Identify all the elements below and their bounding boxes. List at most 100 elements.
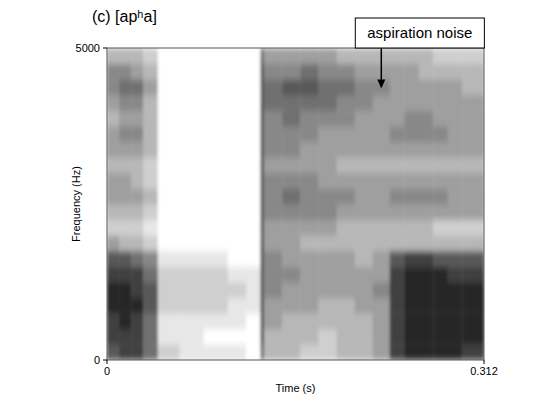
spectrogram-cell	[448, 110, 463, 126]
spectrogram-cell	[373, 282, 390, 298]
spectrogram-cell	[462, 48, 484, 64]
spectrogram-cell	[373, 173, 390, 189]
spectrogram-cell	[337, 48, 356, 64]
spectrogram-cell	[300, 110, 319, 126]
spectrogram-cell	[228, 110, 247, 126]
spectrogram-cell	[143, 157, 158, 173]
annotation-arrow	[381, 48, 383, 82]
spectrogram-cell	[107, 344, 119, 360]
spectrogram-cell	[264, 110, 283, 126]
spectrogram-cell	[264, 95, 283, 111]
spectrogram-cell	[119, 344, 131, 360]
spectrogram-cell	[355, 344, 374, 360]
spectrogram-cell	[204, 95, 229, 111]
spectrogram-cell	[107, 329, 119, 345]
spectrogram-cell	[204, 157, 229, 173]
spectrogram-cell	[433, 251, 448, 267]
spectrogram-cell	[246, 188, 261, 204]
spectrogram-cell	[158, 282, 180, 298]
spectrogram-cell	[355, 204, 374, 220]
spectrogram-cell	[204, 344, 229, 360]
spectrogram-cell	[318, 142, 337, 158]
spectrogram-cell	[180, 79, 205, 95]
spectrogram-cell	[282, 126, 301, 142]
spectrogram-cell	[419, 282, 434, 298]
spectrogram-cell	[373, 157, 390, 173]
spectrogram-cell	[390, 142, 405, 158]
spectrogram-cell	[131, 329, 143, 345]
spectrogram-cell	[282, 95, 301, 111]
spectrogram-cell	[246, 344, 261, 360]
spectrogram-cell	[318, 126, 337, 142]
spectrogram-cell	[260, 188, 264, 204]
spectrogram-cell	[433, 220, 448, 236]
spectrogram-cell	[300, 313, 319, 329]
spectrogram-cell	[337, 188, 356, 204]
spectrogram-cell	[131, 220, 143, 236]
spectrogram-cell	[300, 188, 319, 204]
spectrogram-cell	[462, 313, 484, 329]
spectrogram-cell	[282, 79, 301, 95]
spectrogram-cell	[131, 173, 143, 189]
spectrogram-cell	[404, 173, 419, 189]
spectrogram-cell	[373, 298, 390, 314]
spectrogram-cell	[143, 344, 158, 360]
spectrogram-cell	[404, 329, 419, 345]
spectrogram-cell	[282, 188, 301, 204]
spectrogram-cell	[318, 344, 337, 360]
spectrogram-cell	[228, 251, 247, 267]
spectrogram-cell	[300, 157, 319, 173]
spectrogram-cell	[107, 188, 119, 204]
spectrogram-cell	[228, 64, 247, 80]
chart: 00.31205000Time (s)Frequency (Hz)(c) [ap…	[0, 0, 539, 403]
spectrogram-cell	[180, 173, 205, 189]
spectrogram-cell	[448, 48, 463, 64]
spectrogram-cell	[246, 282, 261, 298]
spectrogram-cell	[228, 95, 247, 111]
spectrogram-cell	[246, 64, 261, 80]
spectrogram-cell	[119, 48, 131, 64]
spectrogram-cell	[180, 95, 205, 111]
spectrogram-cell	[282, 266, 301, 282]
spectrogram-cell	[260, 282, 264, 298]
spectrogram-cell	[355, 266, 374, 282]
spectrogram-cell	[246, 79, 261, 95]
spectrogram-cell	[355, 48, 374, 64]
spectrogram-cell	[158, 79, 180, 95]
spectrogram-cell	[419, 344, 434, 360]
spectrogram-cell	[390, 298, 405, 314]
spectrogram-cell	[373, 329, 390, 345]
spectrogram-cell	[264, 48, 283, 64]
spectrogram-cell	[204, 266, 229, 282]
spectrogram-cell	[204, 282, 229, 298]
spectrogram-cell	[318, 251, 337, 267]
spectrogram-cell	[107, 95, 119, 111]
spectrogram-cell	[131, 157, 143, 173]
spectrogram-cell	[318, 48, 337, 64]
spectrogram-cell	[264, 298, 283, 314]
spectrogram-cell	[433, 110, 448, 126]
spectrogram-cell	[131, 64, 143, 80]
spectrogram-cell	[462, 344, 484, 360]
y-tick-label: 5000	[76, 42, 100, 54]
spectrogram-cell	[404, 79, 419, 95]
spectrogram-cell	[355, 142, 374, 158]
y-axis-title: Frequency (Hz)	[70, 166, 82, 242]
spectrogram-cell	[462, 157, 484, 173]
spectrogram-cell	[246, 110, 261, 126]
spectrogram-cell	[282, 235, 301, 251]
spectrogram-cell	[300, 298, 319, 314]
spectrogram-cell	[107, 235, 119, 251]
spectrogram-cell	[246, 157, 261, 173]
spectrogram-cell	[264, 282, 283, 298]
spectrogram-cell	[282, 344, 301, 360]
spectrogram-cell	[390, 266, 405, 282]
spectrogram-cell	[260, 64, 264, 80]
spectrogram-cell	[143, 313, 158, 329]
spectrogram-cell	[107, 251, 119, 267]
spectrogram-cell	[404, 266, 419, 282]
spectrogram-cell	[462, 235, 484, 251]
spectrogram-cell	[390, 110, 405, 126]
spectrogram-cell	[158, 266, 180, 282]
spectrogram-cell	[143, 204, 158, 220]
